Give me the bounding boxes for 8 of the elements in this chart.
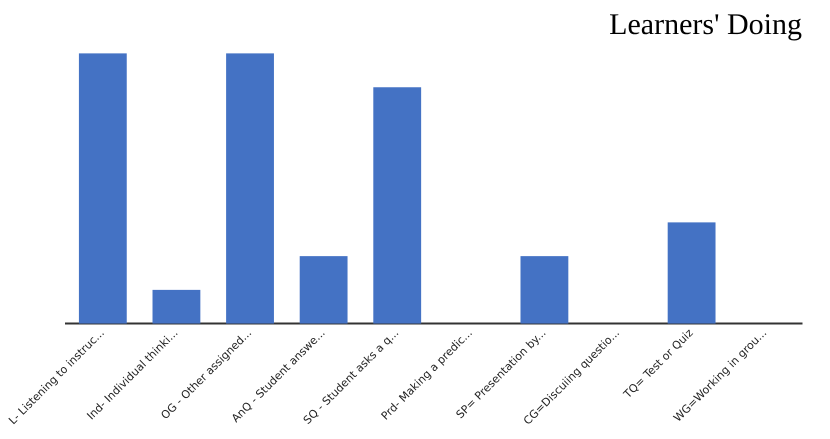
bar <box>300 256 348 324</box>
bar <box>520 256 568 324</box>
bar <box>152 290 200 324</box>
bar <box>78 53 127 324</box>
chart-title: Learners' Doing <box>609 8 802 41</box>
bar <box>373 87 422 324</box>
bar <box>668 222 716 324</box>
bar <box>226 53 274 324</box>
